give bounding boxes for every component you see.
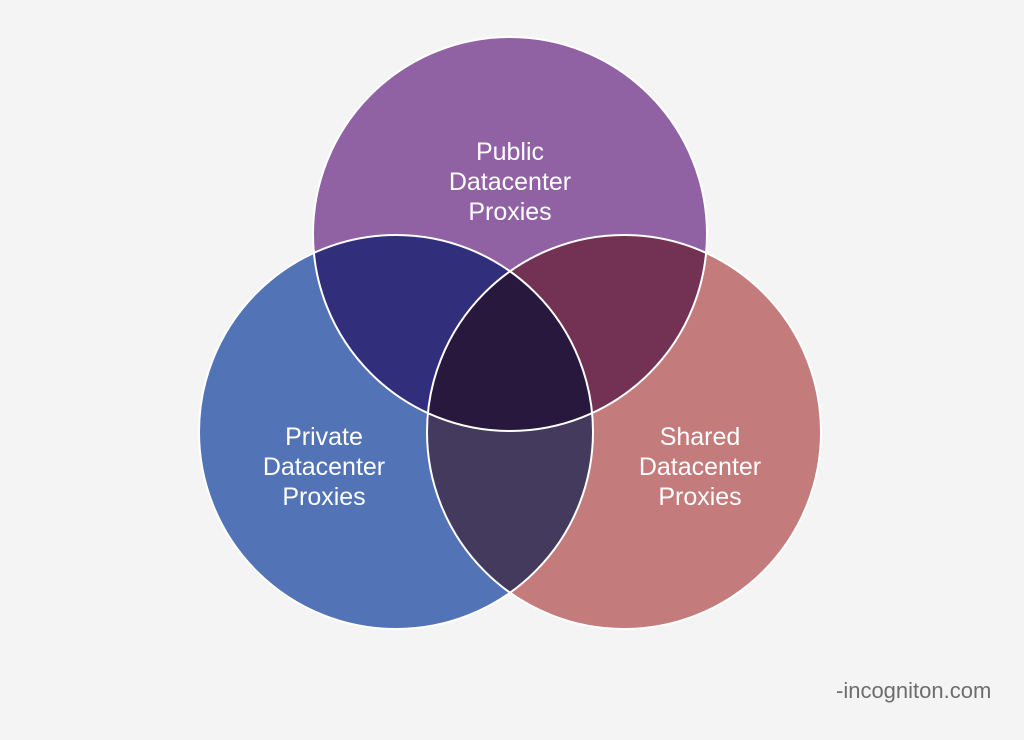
attribution-text: -incogniton.com xyxy=(836,678,991,704)
venn-circle-shared xyxy=(427,235,821,629)
diagram-canvas: PublicDatacenterProxiesPrivateDatacenter… xyxy=(0,0,1024,740)
venn-diagram: PublicDatacenterProxiesPrivateDatacenter… xyxy=(0,0,1024,740)
venn-fills xyxy=(199,37,821,629)
